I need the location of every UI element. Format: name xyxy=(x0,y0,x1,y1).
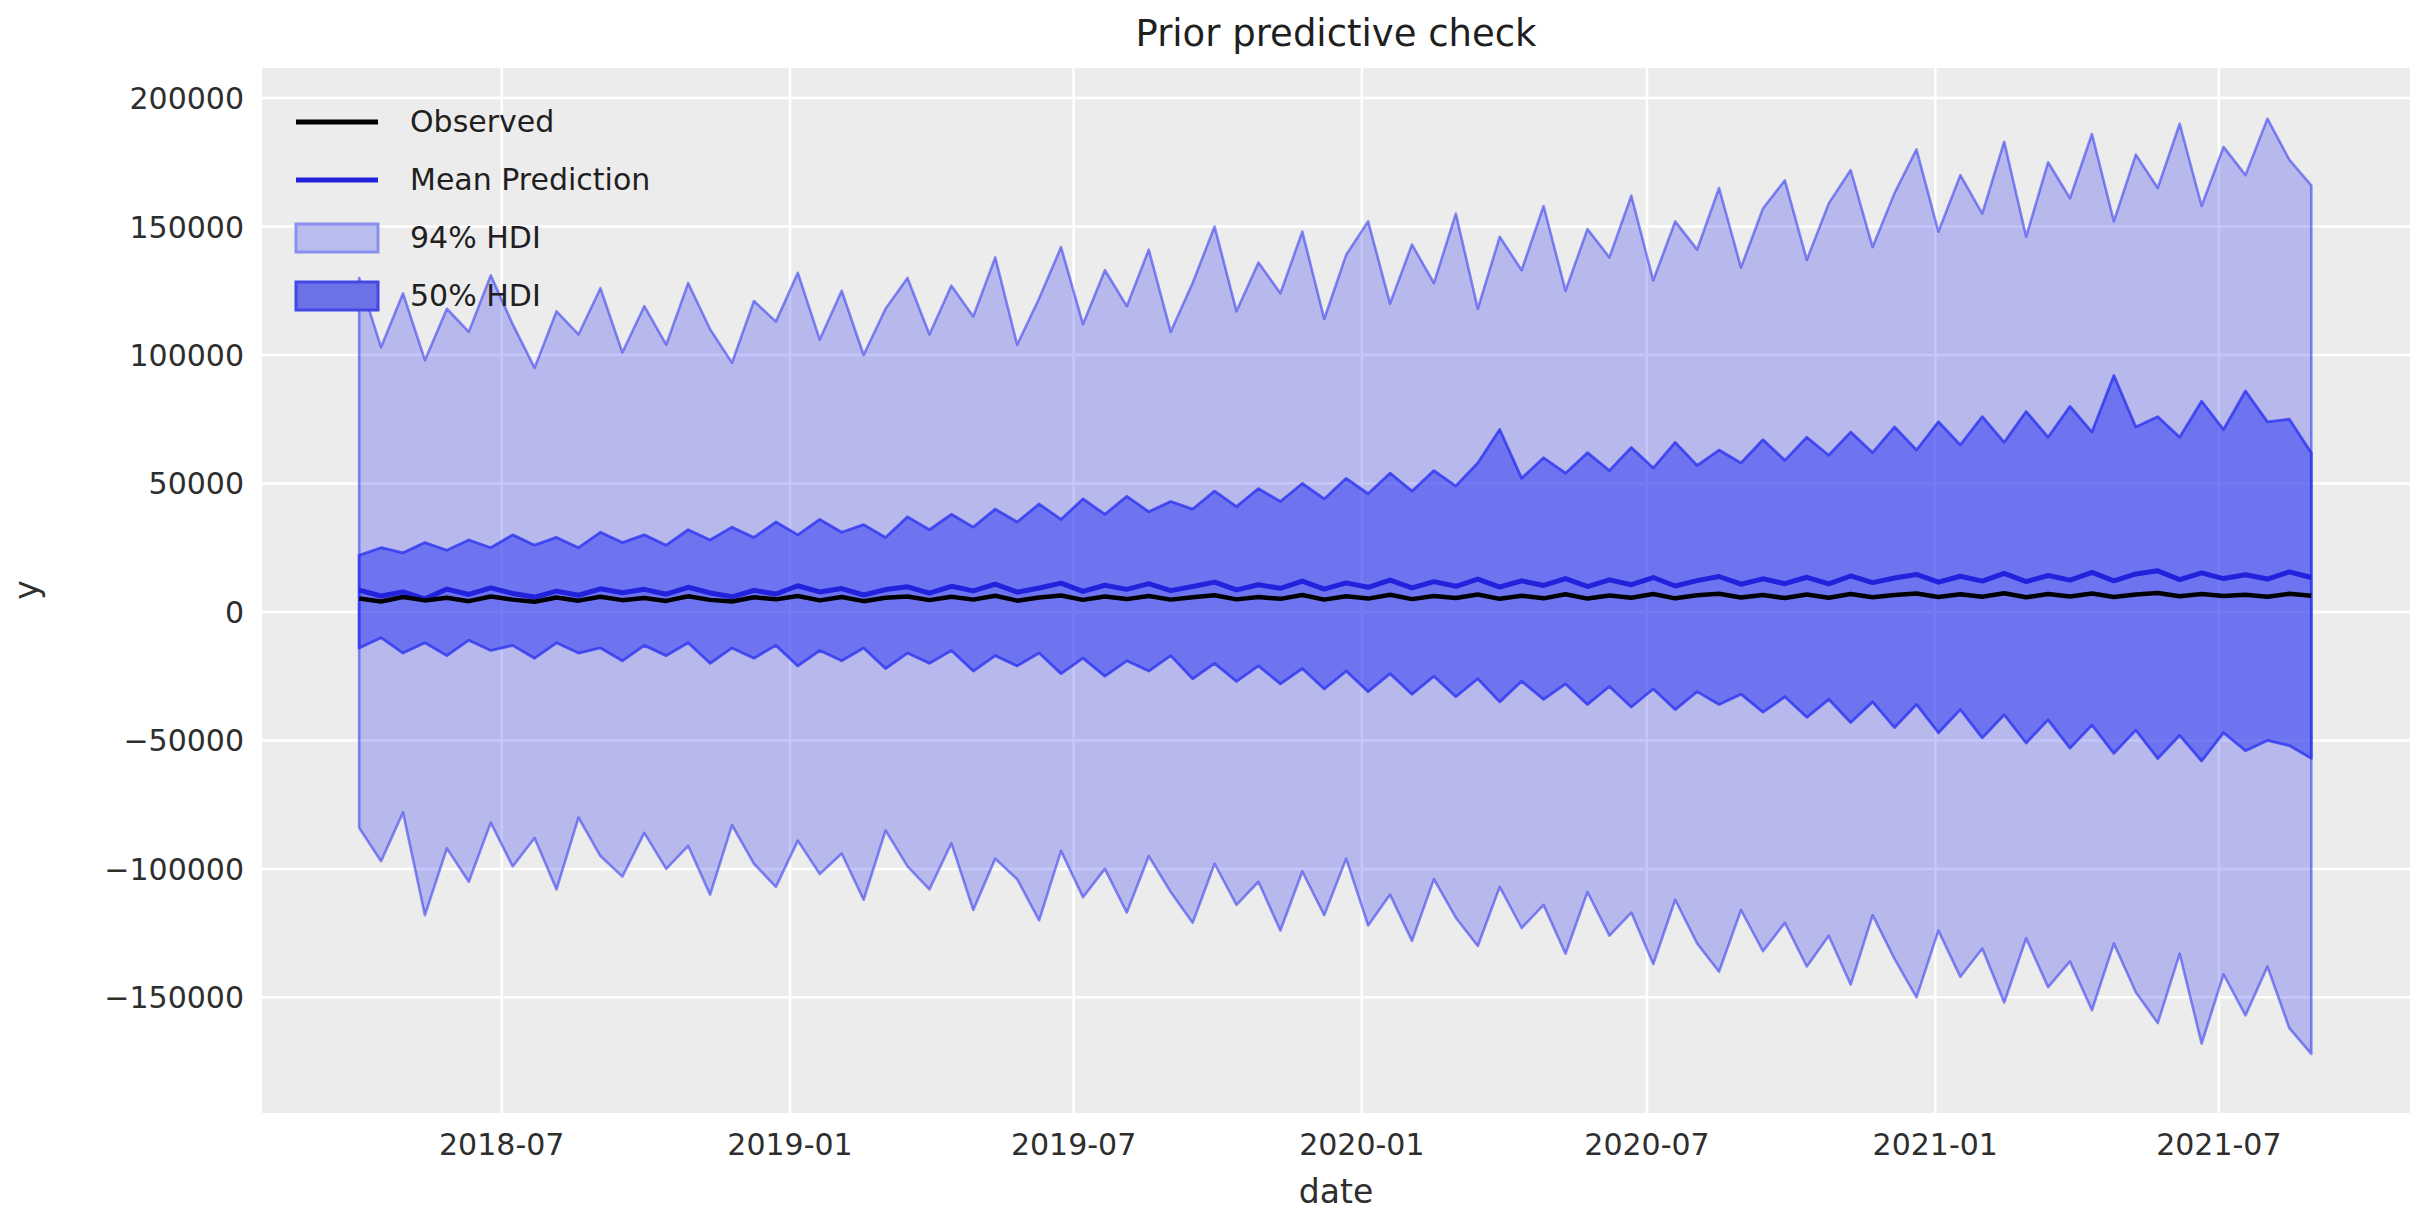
plot-area xyxy=(262,68,2410,1113)
legend-item-label: 94% HDI xyxy=(410,220,541,255)
x-tick-label: 2021-07 xyxy=(2156,1127,2281,1162)
legend-item: 94% HDI xyxy=(296,220,541,255)
x-tick-label: 2019-07 xyxy=(1011,1127,1136,1162)
x-axis-label: date xyxy=(1299,1172,1373,1211)
y-tick-label: 200000 xyxy=(129,81,244,116)
legend-item-label: 50% HDI xyxy=(410,278,541,313)
y-axis-label: y xyxy=(7,580,46,600)
legend-item-label: Observed xyxy=(410,104,554,139)
legend-item: 50% HDI xyxy=(296,278,541,313)
y-tick-label: −50000 xyxy=(123,723,244,758)
x-tick-label: 2019-01 xyxy=(727,1127,852,1162)
y-tick-label: 150000 xyxy=(129,210,244,245)
legend-patch-swatch xyxy=(296,282,378,310)
y-tick-label: 100000 xyxy=(129,338,244,373)
x-tick-label: 2018-07 xyxy=(439,1127,564,1162)
figure: 200000 150000 100000 50000 0 −50000 −100000 −15… xyxy=(0,0,2423,1223)
chart-canvas: 200000 150000 100000 50000 0 −50000 −100000 −15… xyxy=(0,0,2423,1223)
x-tick-label: 2020-07 xyxy=(1584,1127,1709,1162)
y-tick-label: −100000 xyxy=(104,852,244,887)
chart-title: Prior predictive check xyxy=(1135,12,1537,55)
y-tick-label: 0 xyxy=(225,595,244,630)
x-tick-label: 2020-01 xyxy=(1299,1127,1424,1162)
y-tick-label: 50000 xyxy=(149,466,244,501)
legend-patch-swatch xyxy=(296,224,378,252)
legend-item-label: Mean Prediction xyxy=(410,162,650,197)
x-tick-label: 2021-01 xyxy=(1873,1127,1998,1162)
y-tick-label: −150000 xyxy=(104,980,244,1015)
